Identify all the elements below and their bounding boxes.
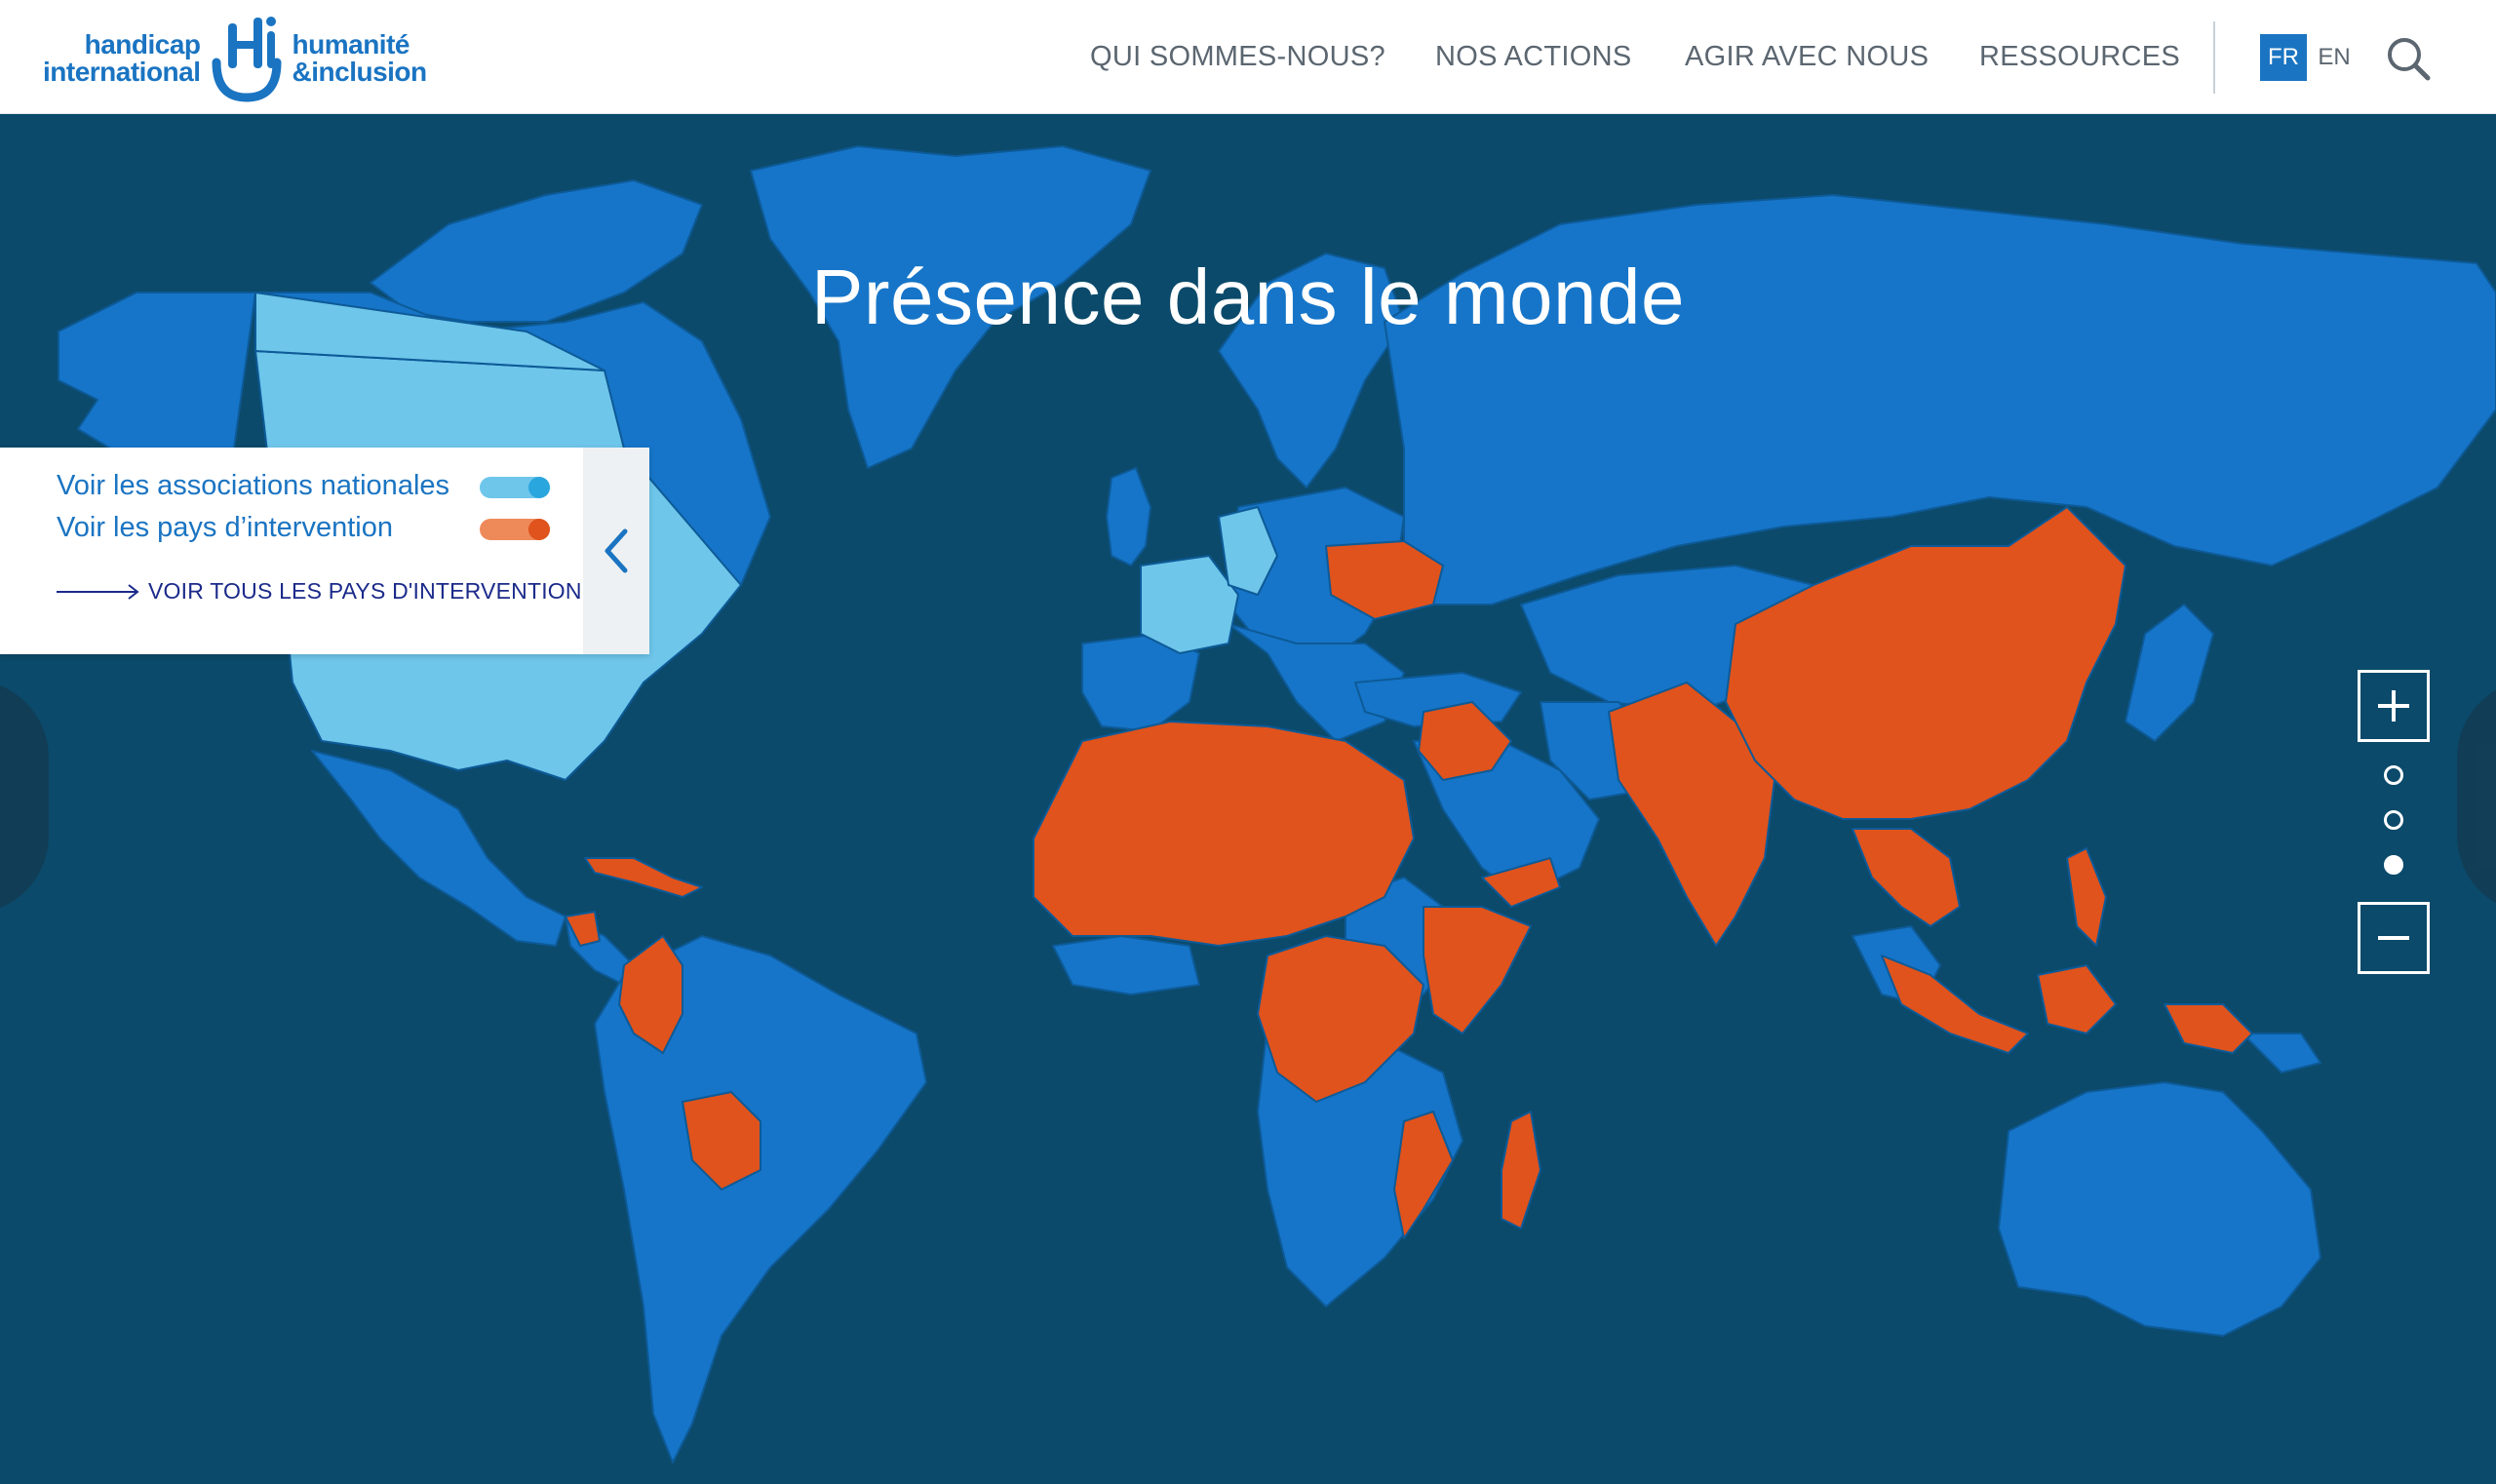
arrow-right-icon — [57, 583, 139, 600]
lang-fr-button[interactable]: FR — [2260, 34, 2307, 81]
country-france[interactable] — [1140, 555, 1239, 654]
country-indonesia-west[interactable] — [1881, 955, 2029, 1054]
world-map-svg[interactable] — [0, 114, 2496, 1484]
see-all-intervention-countries-link[interactable]: VOIR TOUS LES PAYS D'INTERVENTION — [57, 578, 582, 605]
zoom-out-button[interactable] — [2358, 902, 2430, 974]
national-associations-toggle[interactable] — [480, 477, 550, 498]
country-central-europe[interactable] — [1228, 487, 1405, 664]
logo-text-right: humanité &inclusion — [292, 29, 428, 87]
legend-intervention-countries[interactable]: Voir les pays d’intervention — [57, 512, 393, 543]
zoom-level-3-dot[interactable] — [2384, 855, 2403, 875]
plus-icon — [2378, 690, 2409, 722]
logo-word-humanite: humanité — [292, 29, 410, 59]
collapse-panel-button[interactable] — [583, 448, 649, 654]
country-mexico[interactable] — [311, 750, 566, 947]
country-new-guinea-east[interactable] — [2242, 1033, 2321, 1074]
country-scandinavia[interactable] — [1218, 253, 1405, 488]
page-title: Présence dans le monde — [811, 253, 1685, 340]
country-canada[interactable] — [254, 292, 605, 371]
minus-icon — [2378, 936, 2409, 940]
country-colombia[interactable] — [618, 935, 683, 1054]
country-canada-islands[interactable] — [370, 179, 703, 323]
country-australia[interactable] — [1998, 1081, 2321, 1337]
country-ukraine[interactable] — [1325, 540, 1444, 620]
legend-panel: Voir les associations nationales Voir le… — [0, 448, 649, 654]
country-south-america[interactable] — [594, 935, 927, 1464]
nav-nos-actions[interactable]: NOS ACTIONS — [1435, 41, 1632, 72]
country-indonesia-east[interactable] — [2037, 964, 2117, 1035]
nav-qui-sommes-nous[interactable]: QUI SOMMES-NOUS? — [1090, 41, 1385, 72]
logo-text-left: handicap international — [43, 31, 201, 86]
country-cuba-haiti[interactable] — [584, 857, 703, 898]
logo[interactable]: handicap international humanité &inclusi… — [43, 14, 433, 103]
country-papua[interactable] — [2164, 1003, 2253, 1054]
country-bolivia[interactable] — [682, 1091, 761, 1191]
country-syria-iraq[interactable] — [1418, 701, 1512, 781]
nav-divider — [2213, 21, 2215, 94]
country-central-africa[interactable] — [1257, 935, 1424, 1103]
world-map[interactable]: Présence dans le monde — [0, 114, 2496, 1484]
zoom-level-2-dot[interactable] — [2384, 810, 2403, 830]
country-uk[interactable] — [1106, 467, 1151, 566]
toggle-knob — [528, 477, 550, 498]
country-north-africa[interactable] — [1033, 721, 1415, 947]
toggle-knob — [528, 519, 550, 540]
search-icon[interactable] — [2385, 35, 2432, 82]
country-greenland[interactable] — [750, 145, 1151, 469]
country-china[interactable] — [1725, 506, 2126, 820]
country-southeast-asia[interactable] — [1852, 828, 1961, 927]
nav-ressources[interactable]: RESSOURCES — [1979, 41, 2181, 72]
legend-national-associations[interactable]: Voir les associations nationales — [57, 470, 450, 501]
see-all-link-label: VOIR TOUS LES PAYS D'INTERVENTION — [148, 578, 582, 604]
logo-word-inclusion: &inclusion — [292, 57, 428, 87]
zoom-in-button[interactable] — [2358, 670, 2430, 742]
country-arabia[interactable] — [1413, 740, 1600, 898]
lang-en-button[interactable]: EN — [2318, 44, 2351, 70]
hi-hand-icon — [212, 17, 282, 102]
country-south-asia[interactable] — [1608, 682, 1775, 947]
country-guatemala[interactable] — [565, 911, 601, 947]
chevron-left-icon — [604, 528, 628, 573]
country-west-africa-coast[interactable] — [1052, 935, 1200, 996]
country-italy-balkans[interactable] — [1228, 623, 1405, 742]
zoom-level-1-dot[interactable] — [2384, 765, 2403, 785]
country-japan[interactable] — [2125, 604, 2214, 742]
site-header: handicap international humanité &inclusi… — [0, 0, 2496, 114]
country-horn-of-africa[interactable] — [1423, 906, 1532, 1035]
country-mozambique[interactable] — [1393, 1111, 1454, 1239]
logo-word-handicap: handicap — [84, 29, 201, 59]
logo-word-international: international — [43, 57, 201, 87]
country-yemen[interactable] — [1481, 857, 1561, 908]
country-germany[interactable] — [1218, 506, 1278, 596]
country-madagascar[interactable] — [1501, 1111, 1541, 1230]
nav-agir-avec-nous[interactable]: AGIR AVEC NOUS — [1685, 41, 1930, 72]
country-philippines[interactable] — [2066, 847, 2107, 947]
intervention-countries-toggle[interactable] — [480, 519, 550, 540]
country-russia[interactable] — [1384, 194, 2496, 605]
